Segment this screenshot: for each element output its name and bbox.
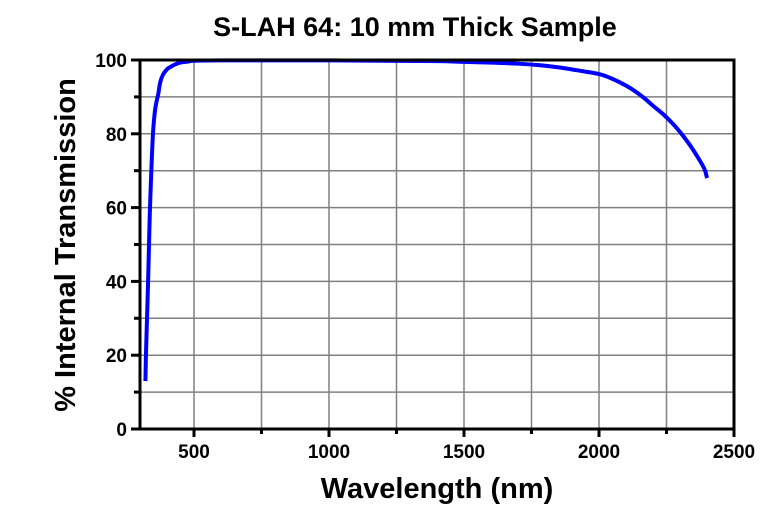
x-tick-label: 2500 <box>713 442 755 463</box>
grid <box>140 60 734 429</box>
y-tick-label: 60 <box>106 199 127 220</box>
x-axis-label: Wavelength (nm) <box>321 473 554 505</box>
ticks: 500 1000 1500 2000 2500 0 20 40 60 80 100 <box>95 51 755 463</box>
y-tick-label: 80 <box>106 125 127 146</box>
x-tick-label: 1500 <box>443 442 485 463</box>
y-tick-label: 20 <box>106 346 127 367</box>
y-tick-label: 40 <box>106 272 127 293</box>
series-line <box>143 58 709 382</box>
plot-frame <box>138 58 736 431</box>
y-tick-label: 100 <box>95 51 127 72</box>
y-axis-label: % Internal Transmission <box>50 78 82 412</box>
x-tick-label: 2000 <box>578 442 620 463</box>
y-tick-label: 0 <box>116 420 127 441</box>
chart-title: S-LAH 64: 10 mm Thick Sample <box>213 12 617 42</box>
x-tick-label: 1000 <box>308 442 350 463</box>
x-tick-label: 500 <box>178 442 210 463</box>
